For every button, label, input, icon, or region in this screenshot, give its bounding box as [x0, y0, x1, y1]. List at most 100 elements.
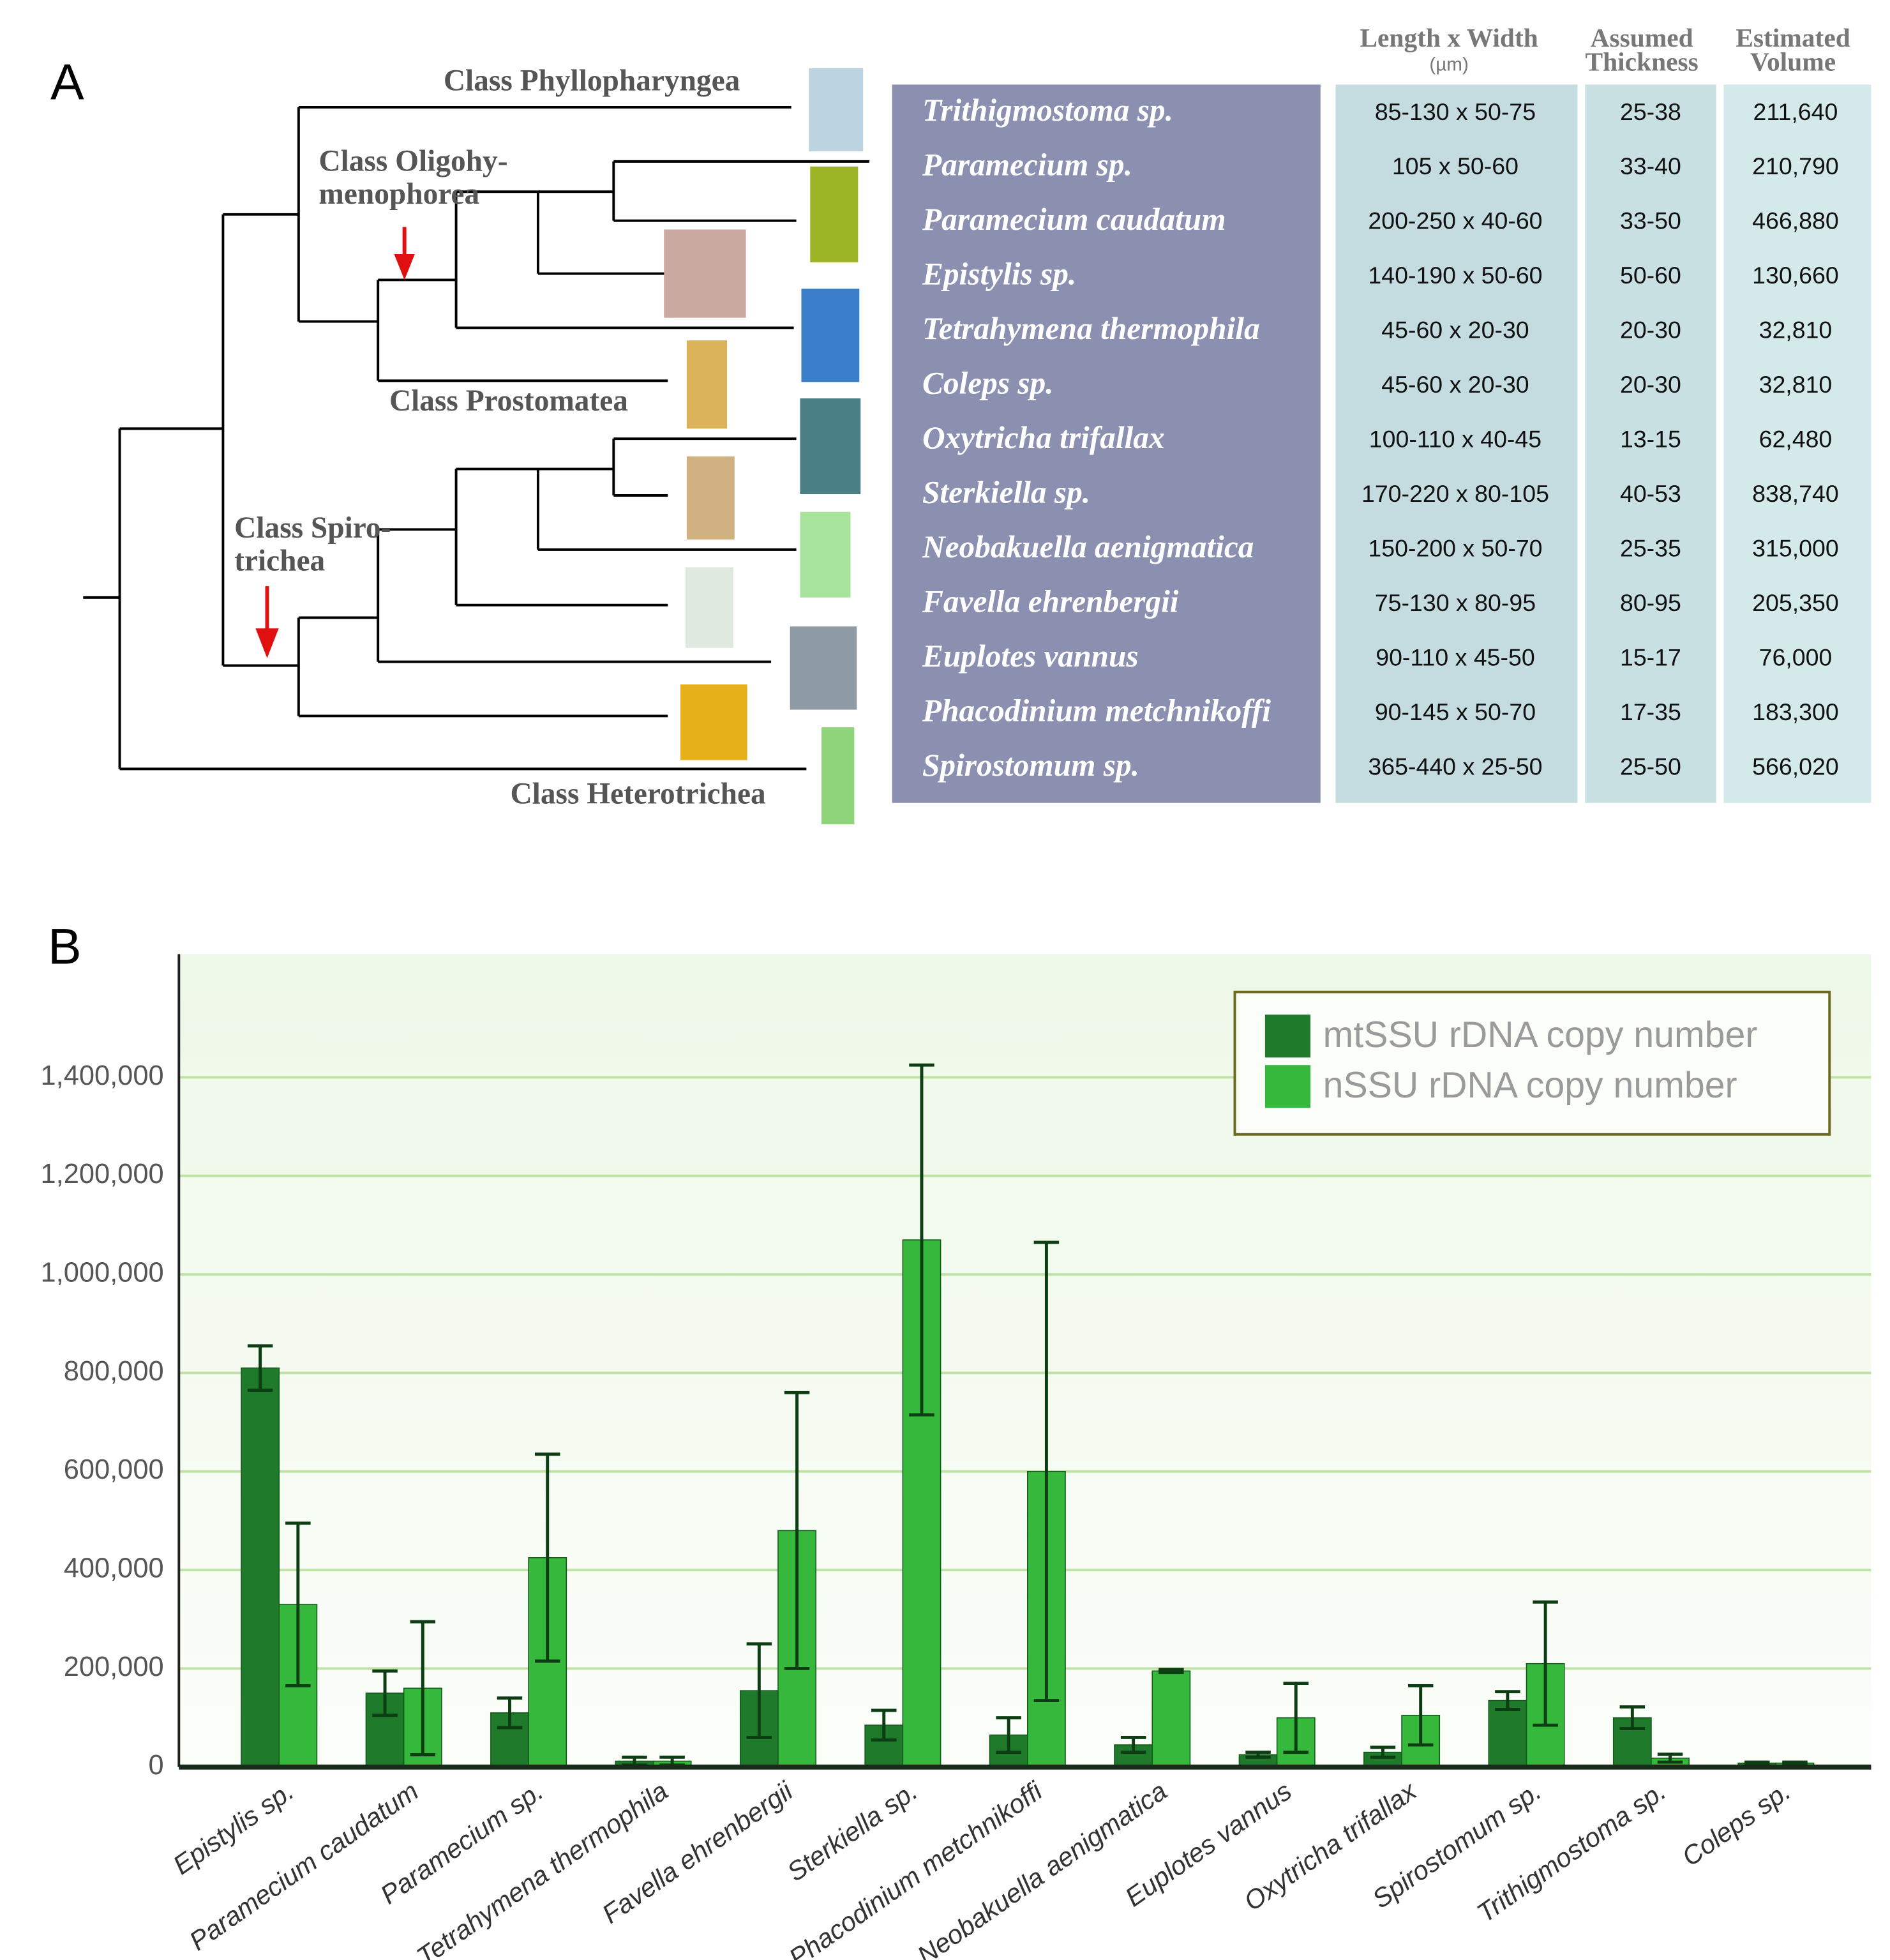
table-cell: 80-95: [1620, 589, 1681, 616]
organism-images: [664, 68, 864, 825]
legend-swatch: [1264, 1065, 1310, 1108]
red-arrows: [255, 227, 415, 658]
table-cell: 211,640: [1753, 98, 1838, 125]
error-bar: [784, 1391, 810, 1670]
class-label: Class Prostomatea: [389, 384, 628, 418]
table-cell: 25-50: [1620, 753, 1681, 780]
y-tick-label: 1,400,000: [41, 1060, 164, 1091]
species-name: Neobakuella aenigmatica: [922, 529, 1254, 564]
column-header: Length x Width: [1360, 23, 1538, 52]
error-bar: [1033, 1240, 1060, 1703]
table-cell: 90-110 x 45-50: [1376, 644, 1534, 671]
error-bar: [1120, 1735, 1146, 1754]
error-bar: [1370, 1745, 1396, 1759]
y-tick-label: 600,000: [64, 1454, 164, 1485]
table-cell: 62,480: [1759, 426, 1833, 453]
species-name: Phacodinium metchnikoffi: [922, 693, 1271, 728]
table-cell: 45-60 x 20-30: [1381, 371, 1529, 398]
table-cell: 170-220 x 80-105: [1361, 480, 1549, 507]
panel-label: B: [48, 918, 82, 974]
y-tick-label: 400,000: [64, 1553, 164, 1584]
table-cell: 838,740: [1752, 480, 1839, 507]
error-bar: [1782, 1760, 1808, 1766]
error-bar: [1245, 1751, 1271, 1759]
y-tick-label: 1,000,000: [41, 1258, 164, 1288]
phylogenetic-tree: [83, 106, 870, 771]
table-cell: 150-200 x 50-70: [1368, 535, 1542, 562]
table-cell: 85-130 x 50-75: [1375, 98, 1536, 125]
table-cell: 365-440 x 25-50: [1368, 753, 1542, 780]
column-header: Volume: [1750, 47, 1836, 76]
species-name: Coleps sp.: [922, 366, 1054, 401]
species-name: Trithigmostoma sp.: [922, 93, 1173, 128]
table-cell: 45-60 x 20-30: [1381, 317, 1529, 343]
table-cell: 50-60: [1620, 262, 1681, 289]
error-bar: [1744, 1760, 1770, 1766]
column-header: Thickness: [1585, 47, 1698, 76]
class-label: menophorea: [319, 177, 479, 211]
x-tick-label: Paramecium caudatum: [184, 1775, 424, 1956]
table-cell: 205,350: [1752, 589, 1839, 616]
species-name: Tetrahymena thermophila: [922, 311, 1260, 346]
table-cell: 25-35: [1620, 535, 1681, 562]
table-cell: 25-38: [1620, 98, 1681, 125]
class-label: trichea: [234, 544, 325, 577]
table-cell: 566,020: [1752, 753, 1839, 780]
table-cell: 20-30: [1620, 317, 1681, 343]
y-tick-label: 1,200,000: [41, 1159, 164, 1189]
bar: [241, 1367, 280, 1768]
species-name: Favella ehrenbergii: [922, 584, 1179, 619]
error-bar: [534, 1452, 560, 1663]
legend-label: mtSSU rDNA copy number: [1323, 1014, 1758, 1055]
table-cell: 15-17: [1620, 644, 1681, 671]
species-name: Euplotes vannus: [922, 638, 1139, 674]
size-column: [1335, 84, 1578, 803]
y-tick-label: 0: [148, 1750, 163, 1781]
error-bar: [1619, 1705, 1646, 1731]
species-column: [892, 84, 1321, 803]
legend-swatch: [1264, 1014, 1310, 1058]
table-cell: 75-130 x 80-95: [1375, 589, 1536, 616]
species-name: Paramecium caudatum: [922, 202, 1226, 237]
table-cell: 315,000: [1752, 535, 1839, 562]
table-cell: 40-53: [1620, 480, 1681, 507]
error-bar: [871, 1708, 897, 1742]
class-label: Class Spiro-: [234, 511, 391, 545]
table-cell: 90-145 x 50-70: [1375, 698, 1536, 725]
x-tick-label: Coleps sp.: [1676, 1775, 1796, 1872]
species-name: Oxytricha trifallax: [922, 420, 1165, 455]
volume-column: [1723, 84, 1871, 803]
table-cell: 466,880: [1752, 207, 1839, 234]
class-label: Class Heterotrichea: [510, 778, 765, 811]
table-cell: 140-190 x 50-60: [1368, 262, 1542, 289]
species-name: Spirostomum sp.: [922, 748, 1139, 783]
error-bar: [247, 1344, 273, 1392]
error-bar: [1159, 1668, 1184, 1675]
error-bar: [996, 1716, 1021, 1754]
error-bar: [1283, 1682, 1309, 1754]
y-tick-label: 800,000: [64, 1356, 164, 1387]
error-bar: [1407, 1684, 1434, 1747]
table-cell: 76,000: [1759, 644, 1833, 671]
bar: [1151, 1670, 1191, 1768]
table-cell: 210,790: [1752, 153, 1839, 179]
table-cell: 32,810: [1759, 317, 1833, 343]
error-bar: [410, 1620, 436, 1756]
error-bar: [1533, 1600, 1558, 1727]
error-bar: [497, 1696, 523, 1730]
legend-box: [1233, 990, 1831, 1136]
table-cell: 183,300: [1752, 698, 1839, 725]
species-name: Epistylis sp.: [922, 257, 1076, 292]
table-cell: 130,660: [1752, 262, 1839, 289]
table-cell: 20-30: [1620, 371, 1681, 398]
column-header: (µm): [1429, 54, 1468, 75]
table-cell: 33-40: [1620, 153, 1681, 179]
y-tick-label: 200,000: [64, 1652, 164, 1682]
table-cell: 200-250 x 40-60: [1368, 207, 1542, 234]
table-cell: 17-35: [1620, 698, 1681, 725]
species-name: Paramecium sp.: [922, 147, 1132, 183]
error-bar: [372, 1669, 398, 1717]
class-label: Class Phyllopharyngea: [444, 64, 740, 97]
